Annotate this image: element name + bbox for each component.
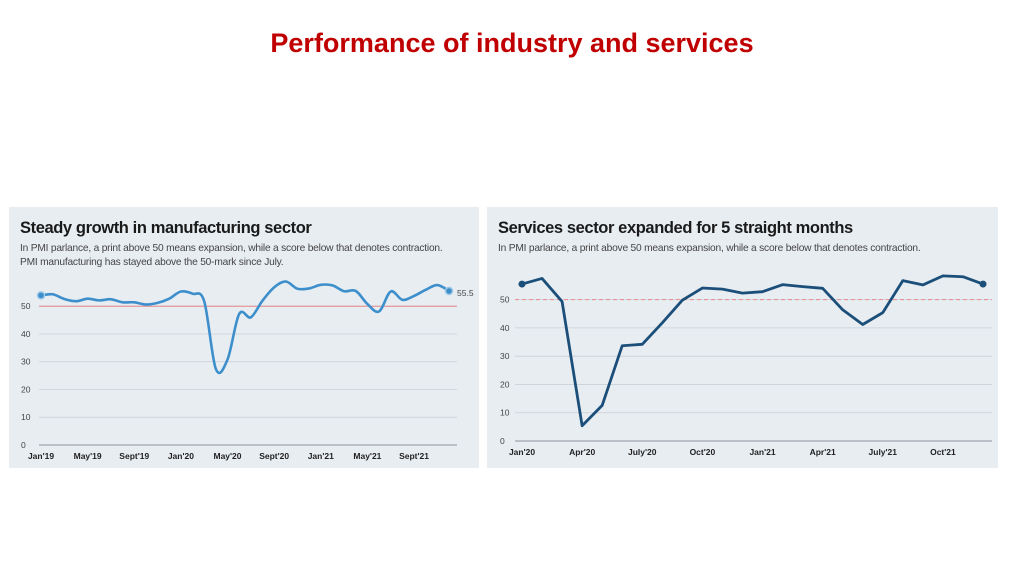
mfg-end-point <box>444 286 454 296</box>
services-x-tick-label: July'21 <box>869 447 898 457</box>
manufacturing-chart: 0 10 20 30 40 50 Jan'19 May'19 Sept'19 Jan'20 May'… <box>21 280 474 461</box>
mfg-y-tick-label: 20 <box>21 384 31 394</box>
services-chart: 0 10 20 30 40 50 Jan'20 Apr'20 July'20 Oct'20 Jan'… <box>500 274 992 457</box>
services-chart-title: Services sector expanded for 5 straight … <box>498 219 853 237</box>
mfg-y-tick-label: 30 <box>21 357 31 367</box>
mfg-y-tick-label: 50 <box>21 301 31 311</box>
services-y-tick-label: 30 <box>500 351 510 361</box>
services-y-tick-label: 0 <box>500 436 505 446</box>
mfg-end-value-label: 55.5 <box>457 288 474 298</box>
services-x-tick-label: Jan'20 <box>509 447 535 457</box>
mfg-x-tick-label: May'19 <box>74 451 102 461</box>
services-series-line <box>520 274 985 428</box>
services-x-tick-label: Jan'21 <box>749 447 775 457</box>
slide-title: Performance of industry and services <box>270 28 754 58</box>
services-x-tick-label: Oct'21 <box>930 447 956 457</box>
services-y-tick-label: 40 <box>500 323 510 333</box>
services-x-tick-label: Apr'20 <box>569 447 595 457</box>
services-y-tick-label: 20 <box>500 379 510 389</box>
mfg-x-tick-label: May'20 <box>214 451 242 461</box>
mfg-x-tick-label: Jan'19 <box>28 451 54 461</box>
mfg-x-tick-label: Jan'21 <box>308 451 334 461</box>
mfg-x-tick-label: Sept'19 <box>119 451 149 461</box>
services-x-tick-label: Apr'21 <box>810 447 836 457</box>
services-x-tick-label: July'20 <box>628 447 657 457</box>
manufacturing-chart-subtitle: In PMI parlance, a print above 50 means … <box>20 243 443 268</box>
mfg-y-tick-label: 40 <box>21 329 31 339</box>
mfg-start-point <box>36 291 46 300</box>
services-start-point <box>518 280 526 288</box>
manufacturing-chart-title: Steady growth in manufacturing sector <box>20 219 312 237</box>
mfg-x-tick-label: Sept'20 <box>259 451 289 461</box>
mfg-y-tick-label: 10 <box>21 412 31 422</box>
mfg-x-tick-label: Sept'21 <box>399 451 429 461</box>
services-y-tick-label: 10 <box>500 408 510 418</box>
services-chart-panel: Services sector expanded for 5 straight … <box>487 207 998 468</box>
services-chart-subtitle: In PMI parlance, a print above 50 means … <box>498 243 921 254</box>
mfg-x-tick-label: Jan'20 <box>168 451 194 461</box>
mfg-series-line <box>39 280 451 375</box>
mfg-y-tick-label: 0 <box>21 440 26 450</box>
services-y-tick-label: 50 <box>500 295 510 305</box>
services-x-tick-label: Oct'20 <box>690 447 716 457</box>
services-end-point <box>979 280 987 288</box>
mfg-x-tick-label: May'21 <box>353 451 381 461</box>
manufacturing-chart-panel: Steady growth in manufacturing sector In… <box>9 207 479 468</box>
